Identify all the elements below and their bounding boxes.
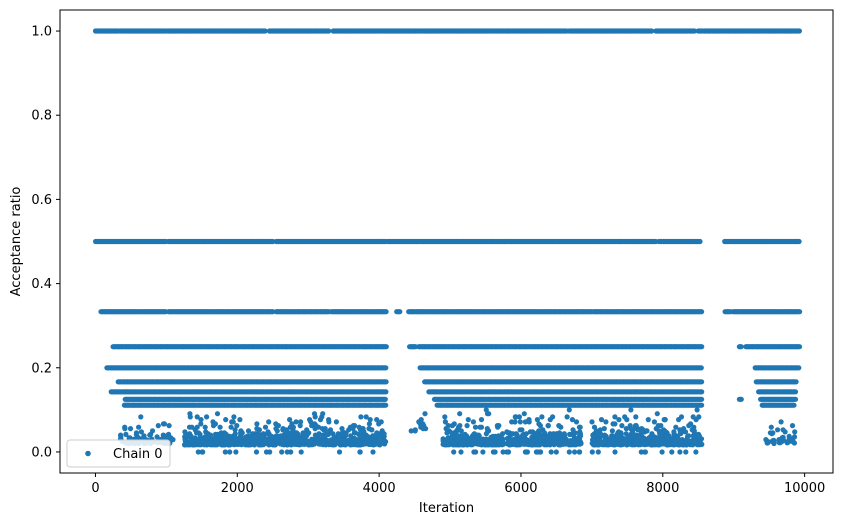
data-point (796, 365, 802, 371)
data-point (797, 309, 803, 315)
data-point (796, 344, 803, 350)
data-point (383, 309, 389, 315)
data-point (699, 379, 705, 385)
data-point (698, 365, 704, 371)
data-point (383, 365, 389, 371)
data-point (262, 28, 268, 34)
data-point (699, 309, 705, 315)
data-point (793, 379, 799, 385)
data-point (738, 344, 744, 350)
data-point (397, 309, 403, 315)
data-point (382, 396, 388, 402)
data-point (697, 238, 703, 245)
data-point (691, 28, 698, 34)
data-point (792, 389, 799, 395)
data-point (649, 28, 655, 34)
data-point (796, 238, 802, 245)
data-point (383, 344, 389, 350)
data-point (699, 396, 705, 402)
data-point (738, 396, 744, 402)
scatter-points (92, 28, 803, 455)
data-point (699, 344, 705, 350)
data-point (326, 28, 332, 34)
data-point (699, 389, 705, 395)
data-point (796, 28, 803, 34)
data-point (383, 389, 389, 395)
data-point (383, 379, 389, 385)
